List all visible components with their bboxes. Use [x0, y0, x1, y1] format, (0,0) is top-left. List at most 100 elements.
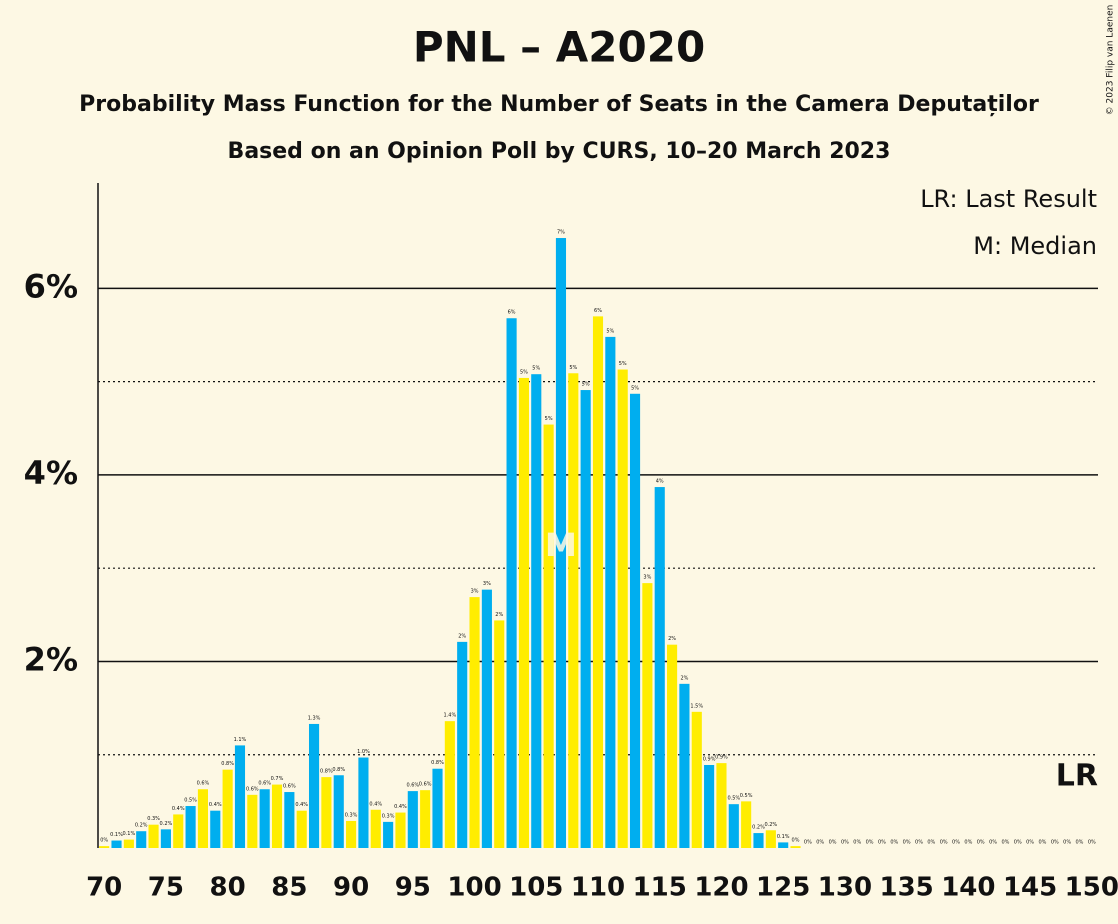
x-tick-label: 140 — [941, 873, 995, 903]
bar — [358, 757, 369, 848]
data-label: 1.1% — [234, 737, 247, 743]
bar — [271, 784, 283, 848]
data-label: 0% — [903, 840, 911, 846]
data-label: 0.2% — [764, 822, 777, 828]
data-label: 0.7% — [271, 776, 284, 782]
bar — [667, 644, 678, 848]
last-result-marker: LR — [1056, 759, 1098, 794]
x-tick-label: 135 — [880, 873, 934, 903]
data-label: 3% — [471, 589, 479, 595]
bar — [111, 840, 122, 848]
x-tick-label: 95 — [395, 873, 431, 903]
bar — [259, 789, 270, 848]
bar — [716, 763, 727, 848]
data-label: 0% — [964, 840, 972, 846]
data-label: 6% — [594, 308, 602, 314]
data-label: 0.9% — [715, 755, 728, 761]
chart-subtitle: Probability Mass Function for the Number… — [79, 92, 1039, 117]
data-label: 2% — [458, 633, 466, 639]
bar — [383, 821, 394, 848]
data-label: 0% — [792, 838, 800, 844]
bar — [543, 424, 554, 848]
bar — [247, 794, 258, 848]
bar — [210, 810, 221, 848]
bar — [185, 806, 196, 848]
data-label: 0% — [952, 840, 960, 846]
bar — [555, 238, 567, 848]
median-marker: M — [545, 526, 577, 564]
data-label: 1.0% — [357, 749, 370, 755]
data-label: 0.2% — [752, 825, 765, 831]
bar — [728, 804, 739, 848]
data-label: 0% — [100, 838, 108, 844]
x-tick-label: 110 — [571, 873, 625, 903]
x-tick-label: 145 — [1003, 873, 1057, 903]
copyright: © 2023 Filip van Laenen — [1106, 5, 1116, 116]
data-label: 6% — [508, 310, 516, 316]
data-label: 0.6% — [258, 781, 271, 787]
data-label: 0.4% — [172, 806, 185, 812]
data-label: 0% — [866, 840, 874, 846]
data-label: 0.4% — [209, 802, 222, 808]
data-label: 5% — [582, 382, 590, 388]
data-label: 0% — [1026, 840, 1034, 846]
data-label: 3% — [643, 575, 651, 581]
bar — [123, 839, 134, 848]
data-label: 0.8% — [431, 760, 444, 766]
data-label: 0.1% — [110, 832, 123, 838]
bar — [481, 589, 492, 848]
data-label: 0.1% — [123, 831, 136, 837]
data-label: 5% — [569, 365, 577, 371]
data-label: 0% — [890, 840, 898, 846]
bar — [432, 768, 443, 848]
data-label: 4% — [656, 479, 664, 485]
data-label: 0% — [1014, 840, 1022, 846]
data-label: 0% — [1063, 840, 1071, 846]
data-label: 0.6% — [406, 783, 419, 789]
data-label: 0% — [1088, 840, 1096, 846]
x-tick-label: 105 — [509, 873, 563, 903]
bar — [136, 831, 147, 848]
bar — [308, 723, 320, 848]
data-label: 3% — [483, 581, 491, 587]
legend-entry: LR: Last Result — [920, 185, 1097, 213]
bar — [160, 829, 171, 848]
x-tick-label: 150 — [1065, 873, 1118, 903]
bar — [148, 824, 159, 848]
data-label: 5% — [545, 416, 553, 422]
x-tick-label: 125 — [756, 873, 810, 903]
data-label: 0.5% — [727, 796, 740, 802]
data-label: 0.1% — [777, 834, 790, 840]
data-label: 5% — [520, 369, 528, 375]
legend-entry: M: Median — [973, 232, 1097, 260]
bar — [99, 846, 110, 848]
chart-title: PNL – A2020 — [413, 23, 705, 72]
bar — [395, 812, 406, 848]
data-label: 0.6% — [283, 784, 296, 790]
data-label: 2% — [495, 612, 503, 618]
bar — [444, 721, 455, 848]
bar — [197, 789, 208, 848]
bar — [296, 810, 307, 848]
data-label: 0% — [940, 840, 948, 846]
data-label: 0.4% — [369, 801, 382, 807]
bar — [420, 790, 431, 848]
x-tick-label: 100 — [447, 873, 501, 903]
bar — [753, 833, 764, 848]
data-label: 2% — [680, 675, 688, 681]
y-tick-label: 4% — [24, 454, 78, 492]
bar — [321, 777, 332, 848]
data-label: 0% — [1001, 840, 1009, 846]
bar — [691, 711, 702, 848]
data-label: 1.3% — [308, 715, 321, 721]
data-label: 5% — [532, 366, 540, 372]
data-label: 0% — [878, 840, 886, 846]
y-tick-label: 2% — [24, 640, 78, 678]
bar — [790, 846, 801, 848]
data-label: 0.6% — [246, 786, 259, 792]
bar — [346, 820, 357, 848]
data-label: 0% — [977, 840, 985, 846]
data-label: 0.4% — [295, 802, 308, 808]
data-label: 2% — [668, 636, 676, 642]
